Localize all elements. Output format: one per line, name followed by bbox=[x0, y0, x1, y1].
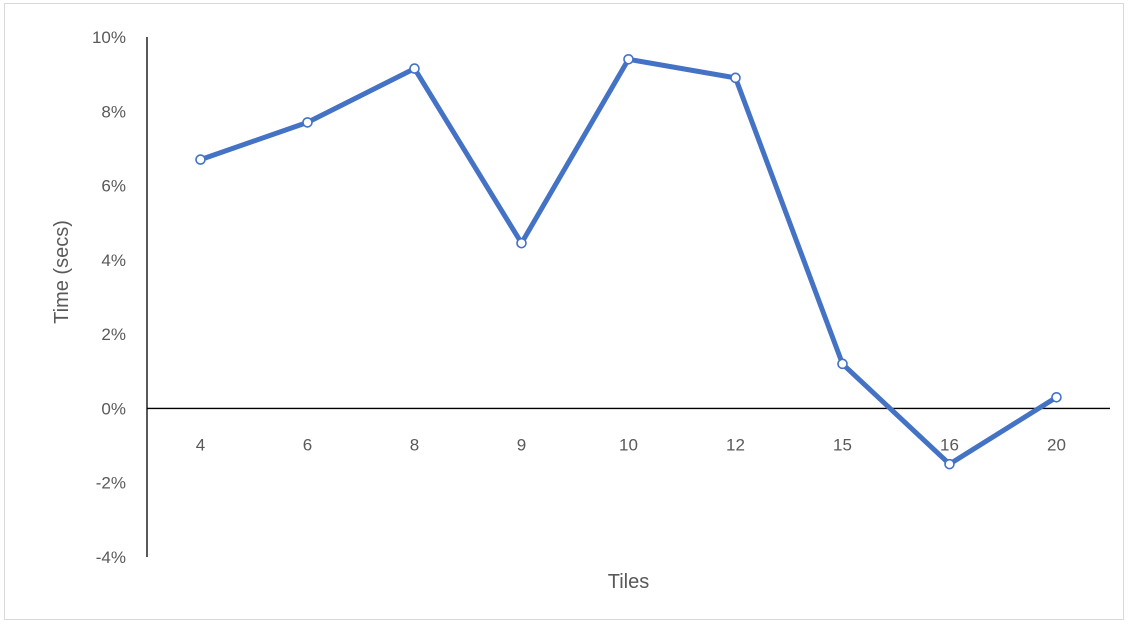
y-tick-label: 8% bbox=[101, 102, 126, 121]
data-point bbox=[409, 63, 420, 74]
x-tick-label: 15 bbox=[833, 435, 852, 454]
y-tick-label: -4% bbox=[96, 548, 126, 567]
y-tick-label: -2% bbox=[96, 474, 126, 493]
x-tick-label: 10 bbox=[619, 435, 638, 454]
x-tick-label: 8 bbox=[410, 435, 419, 454]
x-tick-label: 16 bbox=[940, 435, 959, 454]
x-tick-label: 6 bbox=[303, 435, 312, 454]
series-line bbox=[198, 56, 1059, 467]
data-point bbox=[195, 154, 206, 165]
data-point bbox=[1051, 391, 1062, 403]
data-point bbox=[516, 237, 527, 249]
y-axis-title: Time (secs) bbox=[51, 220, 73, 324]
x-axis-title: Tiles bbox=[608, 571, 649, 593]
data-point bbox=[837, 358, 848, 370]
y-tick-label: 6% bbox=[101, 177, 126, 196]
data-point bbox=[730, 72, 741, 84]
y-tick-label: 0% bbox=[101, 399, 126, 418]
x-tick-label: 12 bbox=[726, 435, 745, 454]
y-tick-label: 2% bbox=[101, 325, 126, 344]
data-point bbox=[302, 117, 313, 128]
y-tick-label: 4% bbox=[101, 251, 126, 270]
chart-frame bbox=[4, 3, 1124, 620]
x-tick-label: 9 bbox=[517, 435, 526, 454]
y-tick-label: 10% bbox=[92, 28, 126, 47]
x-tick-label: 20 bbox=[1047, 435, 1066, 454]
x-tick-label: 4 bbox=[196, 435, 205, 454]
x-axis-ticks: 4 6 8 9 10 12 15 16 20 bbox=[196, 435, 1066, 454]
data-point bbox=[623, 53, 634, 65]
y-axis-ticks: 10% 8% 6% 4% 2% 0% -2% -4% bbox=[92, 28, 126, 567]
data-point bbox=[944, 458, 955, 470]
series-markers bbox=[195, 53, 1062, 470]
